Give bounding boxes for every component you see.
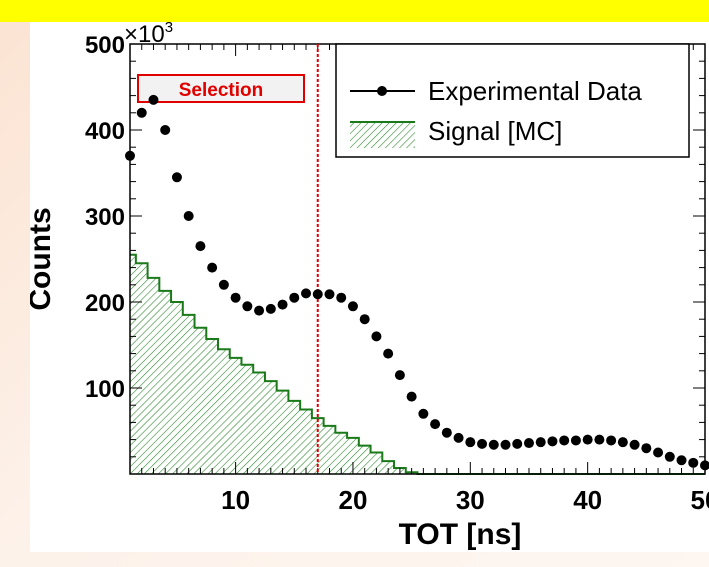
y-tick-label: 400 [85, 118, 125, 145]
legend-label-signal: Signal [MC] [428, 116, 562, 146]
y-tick-label: 200 [85, 290, 125, 317]
chart-panel: 10 20 30 40 50 100 200 300 400 500×103 TOT [ns] Cou… [30, 22, 709, 552]
data-point [136, 107, 147, 118]
data-point [559, 435, 570, 446]
data-point [477, 438, 488, 449]
data-point [394, 370, 405, 381]
data-point [582, 434, 593, 445]
data-point [218, 279, 229, 290]
data-point [289, 292, 300, 303]
data-point [500, 439, 511, 450]
data-point [465, 437, 476, 448]
legend-data-marker [377, 86, 387, 96]
data-point [430, 419, 441, 430]
x-tick-label: 50 [691, 485, 709, 515]
data-point [183, 211, 194, 221]
data-point [570, 435, 581, 446]
data-point [617, 437, 628, 448]
x-tick-label: 20 [338, 485, 367, 515]
data-point [547, 436, 558, 447]
data-point [242, 301, 253, 312]
data-point [301, 288, 312, 299]
data-point [488, 439, 499, 450]
data-point [207, 262, 218, 273]
data-point [371, 331, 382, 342]
data-point [512, 438, 523, 449]
data-point [453, 432, 464, 443]
data-point [359, 314, 370, 325]
data-point [312, 289, 323, 300]
data-point [594, 434, 605, 445]
data-point [195, 241, 206, 252]
y-scale-exponent: 3 [165, 22, 173, 36]
x-tick-label: 30 [456, 485, 485, 515]
data-point [664, 451, 675, 462]
data-point [523, 438, 534, 449]
y-tick-label: 500 [85, 32, 125, 59]
data-point [324, 289, 335, 300]
selection-label-box [137, 74, 305, 103]
x-axis-title: TOT [ns] [399, 518, 522, 551]
data-point [641, 443, 652, 454]
signal-hatched-area [130, 254, 705, 474]
data-point [347, 301, 358, 312]
tot-distribution-chart: 10 20 30 40 50 100 200 300 400 500×103 TOT [ns] Cou… [30, 22, 709, 551]
data-point [606, 435, 617, 446]
x-tick-label: 10 [221, 485, 250, 515]
data-point [406, 391, 417, 402]
data-point [688, 457, 699, 468]
data-point [148, 94, 159, 105]
selection-label: Selection [179, 80, 263, 101]
data-point [160, 125, 171, 135]
data-point [277, 299, 288, 310]
y-tick-label: 300 [85, 204, 125, 231]
data-point [700, 460, 709, 471]
data-point [125, 150, 135, 161]
data-point [336, 292, 347, 303]
data-point [653, 447, 664, 458]
data-point [265, 303, 276, 314]
data-point [441, 427, 452, 438]
data-point [383, 348, 394, 359]
data-point [230, 292, 241, 303]
data-point [254, 305, 265, 316]
x-tick-label: 40 [573, 485, 602, 515]
data-point [629, 439, 640, 450]
y-axis-title: Counts [30, 207, 57, 310]
data-point [418, 408, 429, 419]
legend-signal-swatch [350, 122, 415, 148]
top-color-band [0, 0, 709, 22]
y-scale-label: ×103 [124, 22, 173, 48]
data-point [676, 455, 687, 466]
data-point [171, 172, 182, 183]
data-point [535, 437, 546, 448]
y-tick-label: 100 [85, 376, 125, 403]
legend-label-experimental: Experimental Data [428, 76, 642, 106]
